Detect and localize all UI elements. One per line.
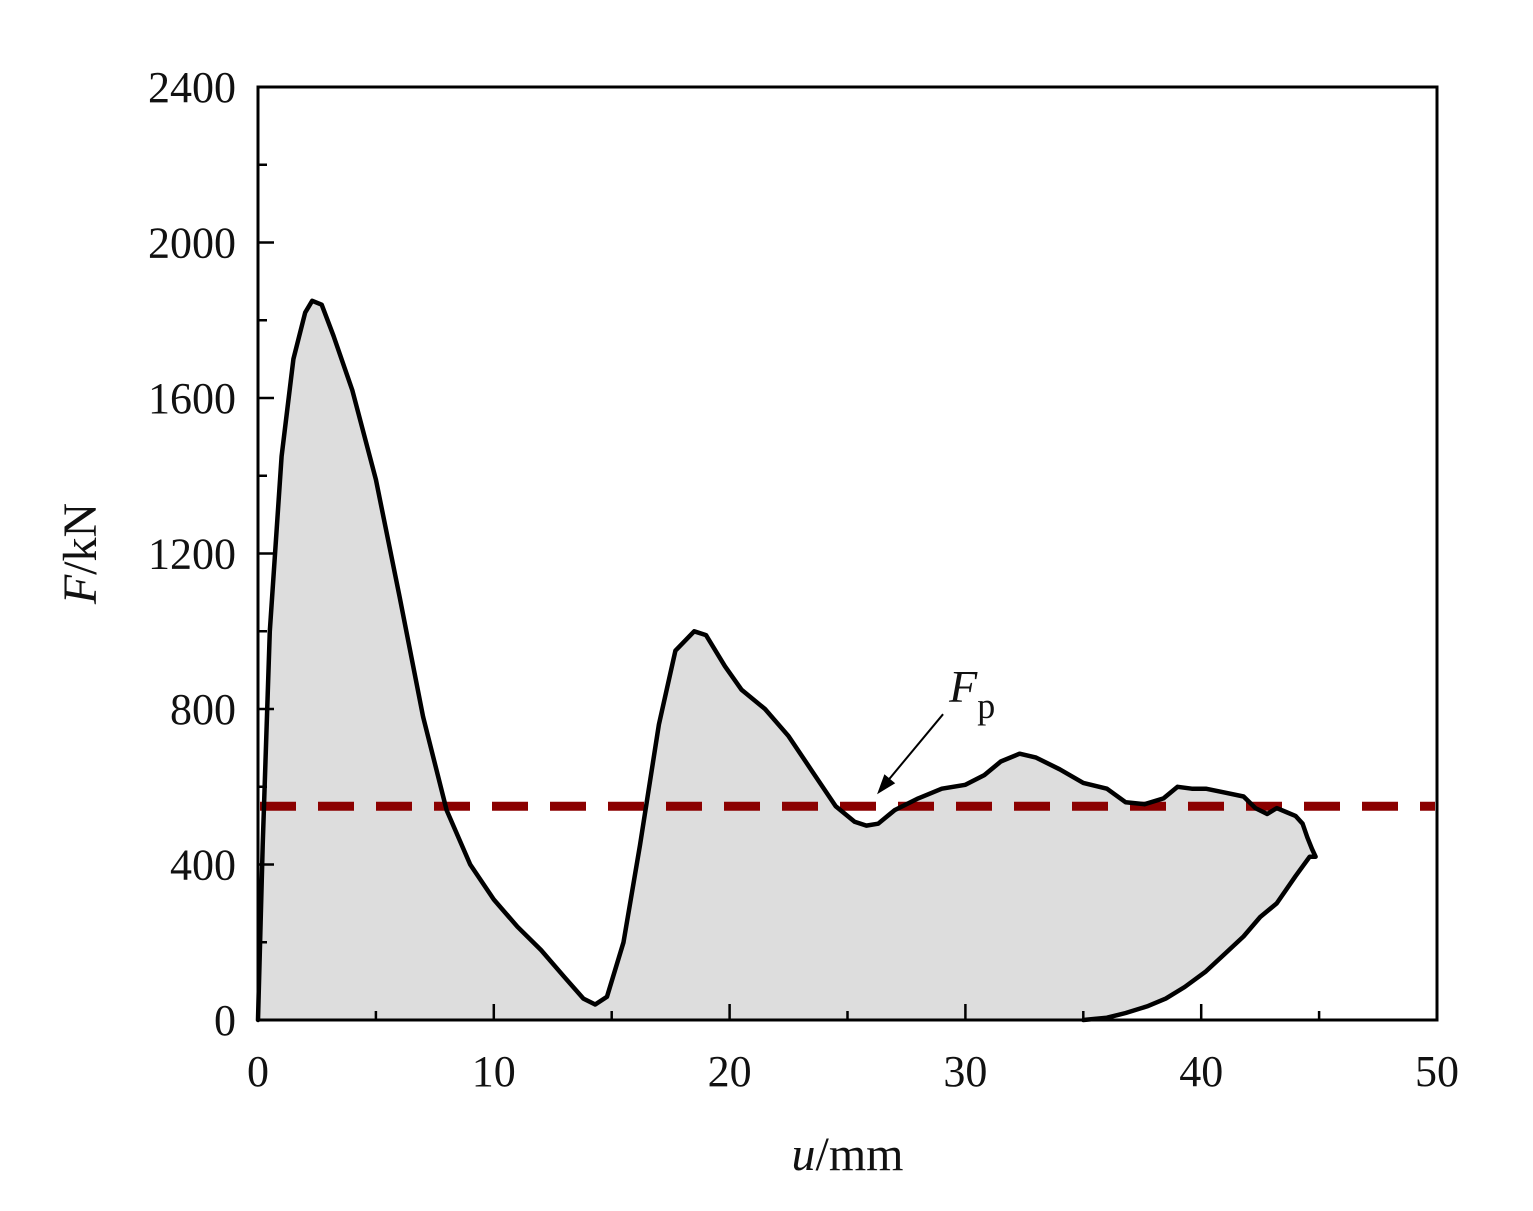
fp-annotation-arrowhead [877, 774, 896, 795]
force-displacement-curve [255, 298, 1318, 1023]
fp-annotation-label: Fp [948, 661, 995, 726]
x-axis-unit: /mm [815, 1128, 903, 1181]
y-tick-label: 1600 [148, 374, 236, 423]
area-under-curve [258, 300, 1316, 1020]
x-tick-label: 40 [1179, 1047, 1223, 1096]
fp-annotation-subscript: p [977, 686, 995, 726]
x-tick-label: 10 [472, 1047, 516, 1096]
fp-annotation-arrow-line [883, 713, 944, 786]
fp-annotation-main: F [948, 661, 978, 712]
y-axis-unit: /kN [54, 503, 107, 575]
x-tick-label: 30 [943, 1047, 987, 1096]
x-tick-label: 0 [247, 1047, 269, 1096]
y-axis-var: F [54, 574, 107, 605]
y-tick-label: 800 [170, 685, 236, 734]
y-tick-label: 2000 [148, 219, 236, 268]
x-tick-label: 20 [708, 1047, 752, 1096]
x-tick-label: 50 [1415, 1047, 1459, 1096]
y-tick-label: 2400 [148, 63, 236, 112]
y-tick-label: 400 [170, 841, 236, 890]
x-axis-title: u/mm [791, 1128, 903, 1181]
y-tick-label: 1200 [148, 530, 236, 579]
y-axis-title: F/kN [54, 503, 107, 605]
x-axis-var: u [791, 1128, 815, 1181]
x-axis-ticks: 0 10 20 30 40 50 [247, 1004, 1459, 1096]
y-axis-ticks: 0 400 800 1200 1600 2000 2400 [148, 63, 274, 1045]
fp-annotation: Fp [877, 661, 995, 795]
y-tick-label: 0 [214, 996, 236, 1045]
